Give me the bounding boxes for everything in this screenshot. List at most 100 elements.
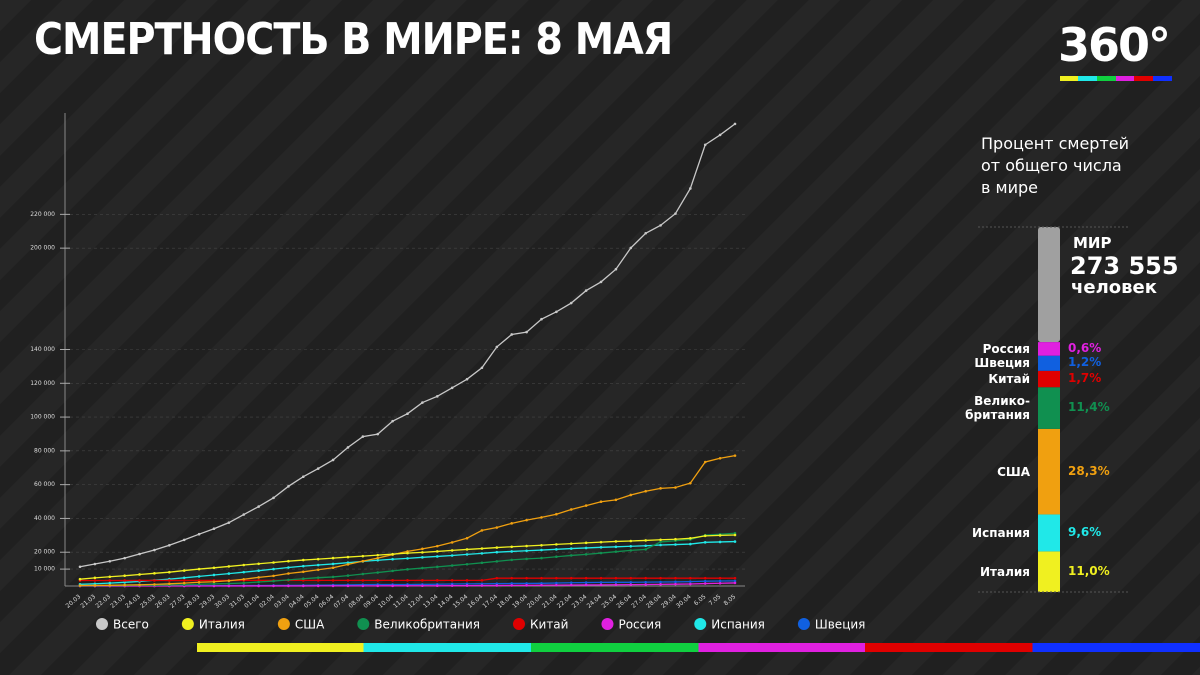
point	[689, 582, 692, 586]
point	[108, 579, 112, 582]
y-tick-label: 120 000	[30, 380, 55, 387]
point	[569, 583, 573, 587]
segment-pct: 28,3%	[1068, 463, 1110, 478]
x-tick-label: 24.04	[586, 593, 604, 610]
point	[540, 516, 543, 519]
point	[718, 456, 722, 460]
share-segment	[1038, 428, 1060, 515]
point	[614, 550, 618, 553]
legend-item: США	[277, 618, 325, 632]
point	[510, 584, 514, 587]
point	[123, 574, 126, 578]
point	[718, 579, 722, 583]
point	[406, 584, 409, 588]
x-tick-label: 10.04	[377, 593, 395, 610]
legend-label: Испания	[711, 618, 765, 632]
point	[182, 581, 186, 585]
point	[361, 435, 365, 438]
x-tick-label: 07.04	[333, 593, 351, 610]
point	[614, 583, 618, 587]
point	[421, 547, 424, 551]
x-tick-label: 28.03	[184, 593, 202, 610]
point	[525, 582, 528, 585]
x-tick-label: 17.04	[481, 593, 499, 610]
legend-swatch	[513, 618, 525, 630]
point	[257, 580, 260, 584]
point	[391, 579, 394, 582]
x-tick-label: 18.04	[496, 593, 514, 610]
point	[703, 576, 707, 580]
point	[212, 580, 216, 584]
point	[301, 475, 305, 479]
x-tick-label: 21.04	[541, 593, 559, 610]
point	[435, 555, 439, 558]
point	[435, 579, 439, 582]
point	[242, 581, 246, 585]
point	[391, 419, 394, 423]
point	[465, 584, 469, 587]
share-total	[1038, 227, 1060, 343]
x-tick-label: 31.03	[228, 593, 246, 610]
point	[287, 578, 290, 582]
point	[450, 579, 454, 582]
point	[93, 576, 97, 580]
point	[376, 579, 380, 582]
point	[510, 582, 514, 585]
point	[569, 576, 573, 580]
point	[272, 574, 275, 578]
point	[331, 562, 335, 566]
x-tick-label: 23.04	[571, 593, 589, 610]
point	[555, 555, 558, 559]
point	[540, 543, 543, 547]
point	[540, 576, 543, 580]
y-tick-label: 200 000	[30, 245, 55, 252]
point	[361, 579, 365, 582]
point	[376, 556, 380, 560]
point	[525, 544, 528, 548]
point	[391, 557, 394, 561]
point	[421, 401, 424, 404]
point	[703, 534, 707, 538]
point	[614, 580, 618, 584]
point	[168, 579, 171, 582]
point	[510, 576, 514, 580]
segment-pct: 0,6%	[1068, 340, 1102, 355]
point	[78, 577, 82, 581]
x-tick-label: 08.04	[347, 593, 365, 610]
point	[168, 582, 171, 586]
point	[138, 579, 141, 582]
point	[510, 550, 514, 553]
point	[272, 579, 275, 583]
point	[346, 584, 350, 588]
point	[108, 583, 112, 587]
point	[331, 458, 335, 462]
point	[450, 564, 454, 567]
point	[301, 570, 305, 574]
point	[480, 579, 484, 582]
point	[450, 549, 454, 552]
point	[689, 542, 692, 546]
x-tick-label: 24.03	[124, 593, 142, 610]
share-segment	[1038, 355, 1060, 371]
point	[510, 545, 514, 549]
point	[569, 301, 573, 305]
segment-pct: 11,0%	[1068, 563, 1110, 578]
point	[376, 571, 380, 574]
point	[331, 579, 335, 582]
point	[659, 540, 662, 544]
x-tick-label: 02.04	[258, 593, 276, 610]
point	[555, 543, 558, 546]
point	[465, 553, 469, 556]
x-tick-label: 21.03	[79, 593, 97, 610]
point	[629, 544, 633, 548]
point	[465, 579, 469, 582]
point	[495, 550, 499, 554]
point	[391, 552, 394, 556]
point	[168, 570, 171, 574]
point	[138, 573, 141, 576]
point	[584, 289, 588, 292]
point	[584, 504, 588, 507]
point	[599, 583, 603, 587]
point	[659, 580, 662, 584]
